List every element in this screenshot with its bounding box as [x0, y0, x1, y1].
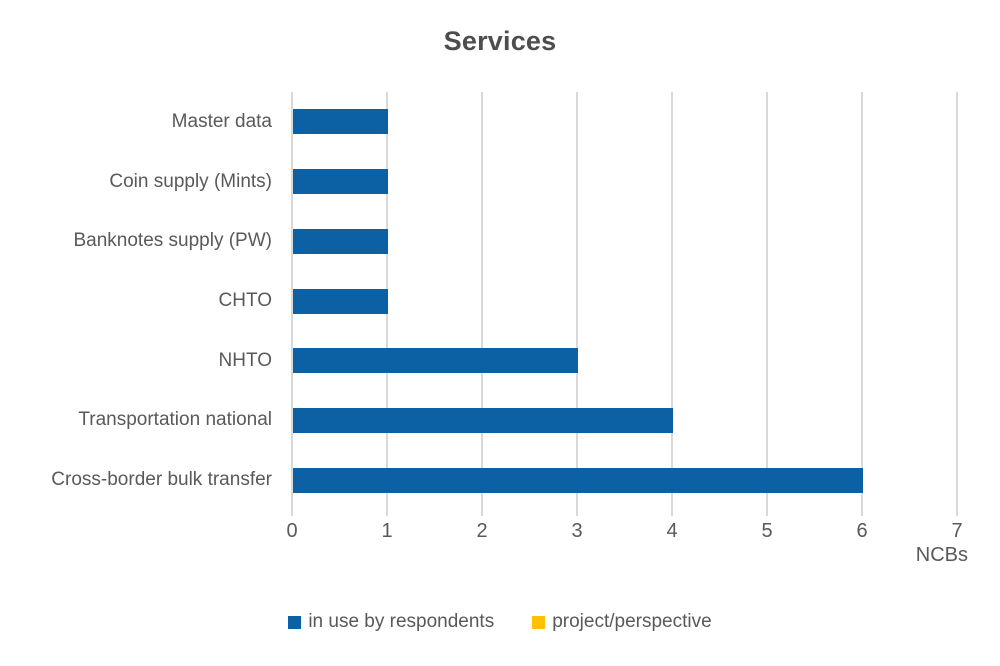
bar-banknotes-supply-pw-	[293, 228, 388, 254]
category-label: Banknotes supply (PW)	[73, 230, 272, 252]
x-axis-unit-label: NCBs	[915, 544, 968, 566]
bar-transportation-national	[293, 407, 673, 433]
gridline	[481, 92, 483, 516]
legend-item-project: project/perspective	[532, 611, 712, 633]
x-tick-label: 3	[571, 520, 583, 542]
legend: in use by respondents project/perspectiv…	[0, 611, 1000, 633]
legend-label-in-use: in use by respondents	[308, 611, 495, 632]
legend-swatch-in-use-icon	[288, 615, 302, 629]
category-label: CHTO	[218, 290, 272, 311]
bar-chto	[293, 288, 388, 314]
category-label: Coin supply (Mints)	[109, 170, 272, 192]
category-label: Master data	[171, 110, 272, 132]
x-tick-label: 2	[476, 520, 488, 542]
gridline	[291, 92, 293, 516]
gridline	[861, 92, 863, 516]
x-tick-label: 0	[286, 520, 298, 542]
bar-cross-border-bulk-transfer	[293, 467, 863, 493]
x-tick-label: 5	[761, 520, 773, 542]
gridline	[671, 92, 673, 516]
chart-title: Services	[443, 26, 557, 56]
plot-area	[291, 92, 958, 516]
legend-swatch-project-icon	[532, 615, 546, 629]
bar-master-data	[293, 109, 388, 135]
x-tick-label: 1	[381, 520, 393, 542]
gridline	[576, 92, 578, 516]
bar-coin-supply-mints-	[293, 169, 388, 195]
x-tick-label: 7	[951, 520, 963, 542]
x-tick-label: 4	[666, 520, 678, 542]
gridline	[956, 92, 958, 516]
x-tick-label: 6	[856, 520, 868, 542]
category-label: Cross-border bulk transfer	[51, 469, 272, 491]
category-label: NHTO	[218, 349, 272, 371]
gridline	[766, 92, 768, 516]
legend-label-project: project/perspective	[552, 611, 712, 632]
bar-nhto	[293, 348, 578, 374]
category-label: Transportation national	[78, 409, 272, 431]
legend-item-in-use: in use by respondents	[288, 611, 494, 633]
